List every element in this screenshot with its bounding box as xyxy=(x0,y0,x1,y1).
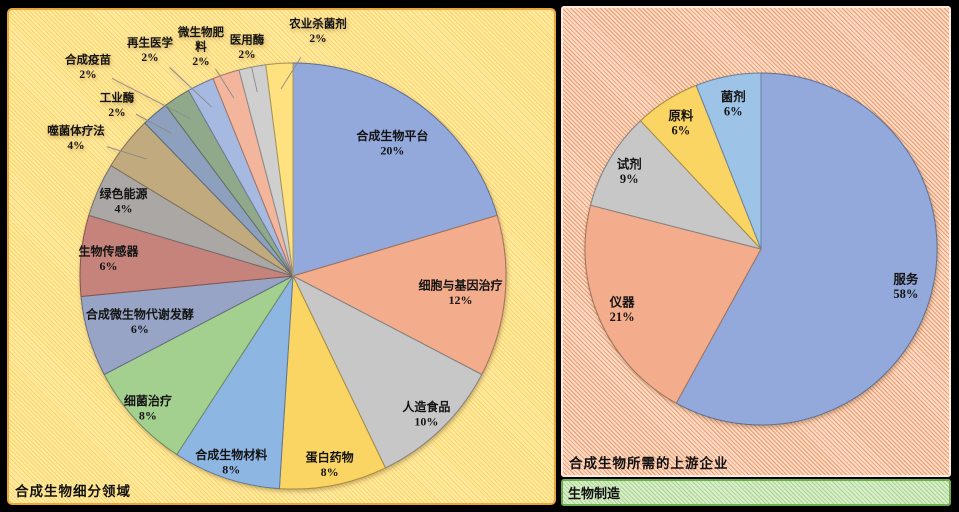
slice-label: 合成微生物代谢发酵 6% xyxy=(86,307,194,337)
pie-chart-right: 服务 58% 仪器 21% 试剂 9% 原料 6% 菌剂 6% xyxy=(584,72,938,426)
slice-label: 蛋白药物 8% xyxy=(306,449,354,479)
slice-label: 再生医学 2% xyxy=(127,35,173,64)
pie-slice xyxy=(265,62,294,277)
pie-slice xyxy=(292,275,483,469)
slice-label: 细胞与基因治疗 12% xyxy=(418,277,502,307)
slice-label: 工业酶 2% xyxy=(100,90,135,119)
right-panel: 服务 58% 仪器 21% 试剂 9% 原料 6% 菌剂 6% 合成生物所需的上游企业 xyxy=(561,6,951,477)
pie-slice xyxy=(695,72,762,250)
slice-label: 绿色能源 4% xyxy=(100,186,148,216)
right-panel-title: 合成生物所需的上游企业 xyxy=(569,456,729,471)
leader-line xyxy=(111,77,191,120)
slice-label: 服务 58% xyxy=(893,271,919,301)
slice-label: 生物传感器 6% xyxy=(79,243,140,272)
leader-line xyxy=(169,67,213,108)
left-panel: 合成生物平台 20% 细胞与基因治疗 12% 人造食品 10% 蛋白药物 8% 合成生物材料 8%… xyxy=(7,8,556,505)
slice-label: 人造食品 10% xyxy=(402,399,450,429)
leader-line xyxy=(106,146,147,160)
pie-slice xyxy=(176,275,294,490)
slice-label: 医用酶 2% xyxy=(230,32,265,61)
pie-slice xyxy=(584,204,762,404)
pie-slice xyxy=(675,72,938,426)
slice-label: 微生物肥料 2% xyxy=(177,25,224,68)
slice-label: 试剂 9% xyxy=(617,156,642,186)
slice-label: 菌剂 6% xyxy=(721,89,746,119)
pie-slice xyxy=(292,62,498,277)
slice-label: 合成疫苗 2% xyxy=(65,52,111,81)
pie-slice xyxy=(590,120,762,250)
leader-line xyxy=(135,113,172,134)
bottom-bar-label: 生物制造 xyxy=(568,486,621,501)
leader-line xyxy=(251,66,258,93)
slice-label: 农业杀菌剂 2% xyxy=(288,16,347,45)
slice-label: 合成生物平台 20% xyxy=(356,128,428,158)
leader-line xyxy=(280,57,302,90)
pie-slice xyxy=(278,275,386,490)
pie-slice xyxy=(292,214,507,375)
leader-line xyxy=(215,68,235,99)
pie-slice xyxy=(103,275,294,455)
left-panel-title: 合成生物细分领域 xyxy=(15,484,131,499)
slice-label: 合成生物材料 8% xyxy=(195,447,267,477)
slice-label: 仪器 21% xyxy=(609,295,636,324)
pie-chart-left: 合成生物平台 20% 细胞与基因治疗 12% 人造食品 10% 蛋白药物 8% 合成生物材料 8%… xyxy=(47,16,507,490)
slice-label: 细菌治疗 8% xyxy=(124,393,172,423)
slice-label: 噬菌体疗法 4% xyxy=(47,123,105,152)
slice-label: 原料 6% xyxy=(668,108,694,137)
bottom-bar: 生物制造 xyxy=(561,479,951,506)
